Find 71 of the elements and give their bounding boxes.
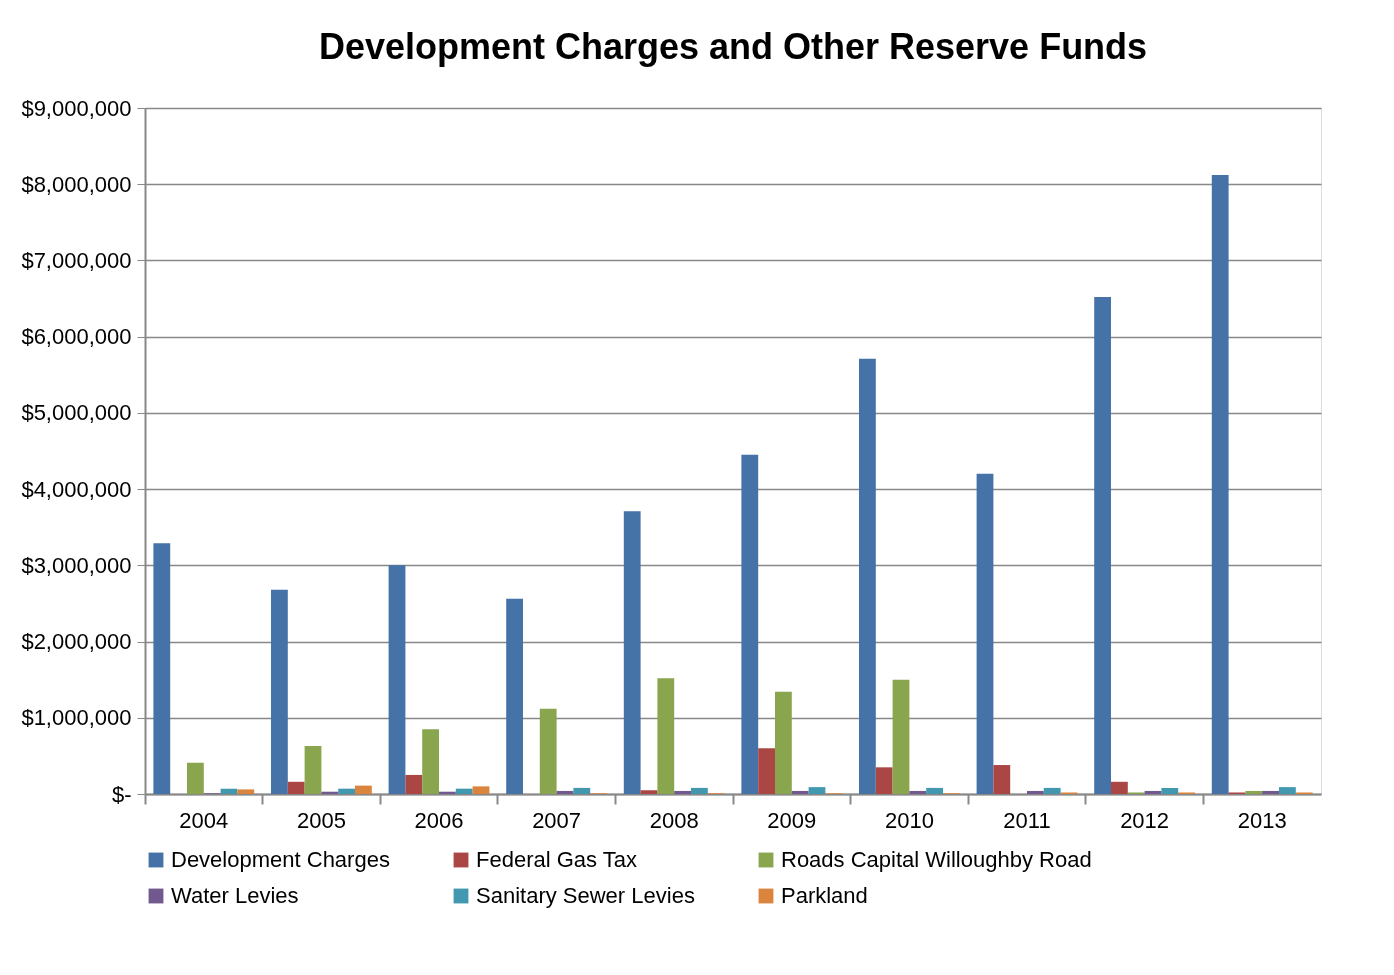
y-tick-label: $1,000,000 xyxy=(21,705,132,731)
legend-label: Sanitary Sewer Levies xyxy=(476,883,695,908)
bar xyxy=(993,765,1011,794)
bar xyxy=(1211,175,1229,794)
bar xyxy=(287,781,305,794)
x-tick-label: 2008 xyxy=(649,807,699,833)
bar xyxy=(926,787,943,794)
x-tick-label: 2011 xyxy=(1003,807,1051,833)
bar xyxy=(859,358,876,794)
bar xyxy=(271,589,288,794)
bar xyxy=(304,745,322,794)
x-tick-label: 2013 xyxy=(1237,807,1287,833)
bar xyxy=(388,565,406,794)
bar xyxy=(573,787,591,794)
y-tick-label: $5,000,000 xyxy=(21,400,132,426)
bar xyxy=(775,691,792,794)
bar xyxy=(741,454,759,794)
bar xyxy=(506,598,523,794)
bar xyxy=(640,790,658,794)
bar xyxy=(153,543,171,794)
bar xyxy=(691,787,708,794)
bar xyxy=(623,511,641,794)
bar xyxy=(1094,297,1111,794)
bar xyxy=(422,729,439,794)
y-tick-label: $3,000,000 xyxy=(21,552,132,578)
chart-title: Development Charges and Other Reserve Funds xyxy=(318,26,1148,67)
x-tick-label: 2005 xyxy=(296,807,346,833)
bar xyxy=(556,790,574,794)
x-tick-label: 2007 xyxy=(532,807,582,833)
legend-label: Roads Capital Willoughby Road xyxy=(781,847,1092,872)
bar xyxy=(1245,790,1263,794)
bar xyxy=(674,790,691,794)
bar xyxy=(892,679,910,794)
legend-label: Water Levies xyxy=(171,883,299,908)
bar xyxy=(539,708,557,794)
legend-label: Federal Gas Tax xyxy=(476,847,638,872)
bar xyxy=(455,788,473,794)
bar xyxy=(657,678,675,794)
y-tick-label: $9,000,000 xyxy=(21,95,132,121)
y-tick-label: $6,000,000 xyxy=(21,324,132,350)
bar xyxy=(1111,781,1128,794)
y-tick-label: $- xyxy=(111,781,132,807)
bar xyxy=(405,774,423,794)
bar xyxy=(355,785,372,794)
bar xyxy=(1161,787,1179,794)
y-tick-label: $4,000,000 xyxy=(21,476,132,502)
legend-label: Development Charges xyxy=(171,847,390,872)
y-tick-label: $8,000,000 xyxy=(21,171,132,197)
bar xyxy=(1043,787,1061,794)
bar xyxy=(875,767,893,794)
x-tick-label: 2010 xyxy=(884,807,934,833)
bar xyxy=(976,473,994,794)
x-tick-label: 2012 xyxy=(1120,807,1170,833)
bar xyxy=(791,790,809,794)
bar xyxy=(1279,787,1296,794)
bar xyxy=(187,762,204,794)
y-tick-label: $7,000,000 xyxy=(21,247,132,273)
bar xyxy=(808,787,826,794)
bar xyxy=(1144,790,1162,794)
bar xyxy=(237,789,255,794)
bar xyxy=(472,786,490,794)
bar xyxy=(909,790,927,794)
legend-label: Parkland xyxy=(781,883,868,908)
y-tick-label: $2,000,000 xyxy=(21,629,132,655)
x-tick-label: 2006 xyxy=(414,807,464,833)
bar xyxy=(338,788,355,794)
x-tick-label: 2004 xyxy=(179,807,229,833)
bar xyxy=(1262,790,1279,794)
bar xyxy=(758,748,775,794)
x-tick-label: 2009 xyxy=(767,807,817,833)
bar xyxy=(1027,790,1044,794)
